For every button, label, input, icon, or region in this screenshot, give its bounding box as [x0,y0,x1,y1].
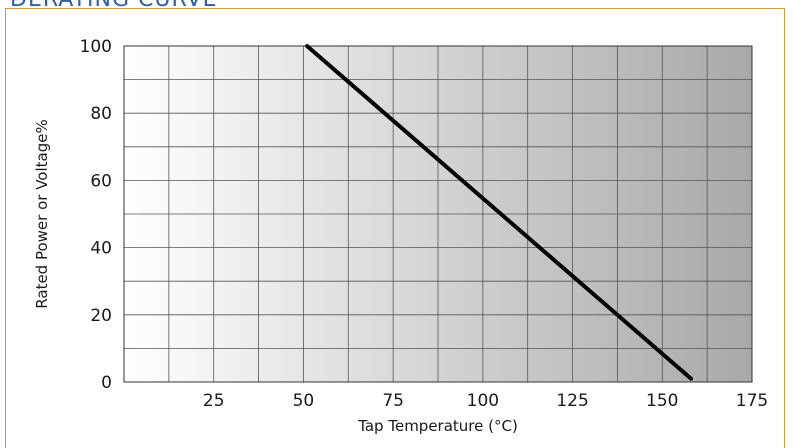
x-tick-label: 150 [646,391,678,411]
x-tick-label: 50 [293,391,315,411]
x-tick-label: 175 [736,391,768,411]
chart-heading: DERATING CURVE [10,0,218,12]
x-tick-label: 75 [382,391,404,411]
derating-line [305,44,693,381]
y-tick-label: 60 [90,171,112,191]
plot-border [123,45,753,383]
x-tick-label: 125 [556,391,588,411]
series [305,44,693,381]
y-tick-label: 80 [90,104,112,124]
x-tick-label: 25 [203,391,225,411]
derating-chart: 25 50 75 100 125 150 175 0 20 40 60 80 100 Tap Tempe… [33,37,769,435]
chart-frame [5,8,785,448]
y-tick-label: 40 [90,239,112,259]
x-axis-label: Tap Temperature (°C) [357,417,518,435]
x-tick-label: 100 [467,391,499,411]
grid [124,46,752,382]
tick-labels: 25 50 75 100 125 150 175 0 20 40 60 80 100 [80,37,769,411]
y-tick-label: 100 [80,37,112,57]
y-tick-label: 20 [90,306,112,326]
y-tick-label: 0 [101,373,112,393]
y-axis-label: Rated Power or Voltage% [33,119,51,308]
